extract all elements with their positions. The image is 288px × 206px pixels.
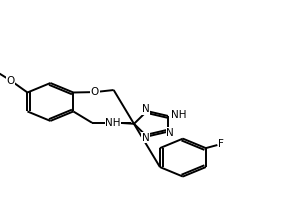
Text: O: O — [7, 76, 15, 85]
Text: NH: NH — [171, 110, 186, 120]
Text: N: N — [166, 128, 174, 138]
Text: N: N — [142, 133, 149, 143]
Text: N: N — [142, 104, 149, 114]
Text: F: F — [218, 139, 224, 149]
Text: O: O — [91, 87, 99, 97]
Text: NH: NH — [105, 118, 121, 128]
